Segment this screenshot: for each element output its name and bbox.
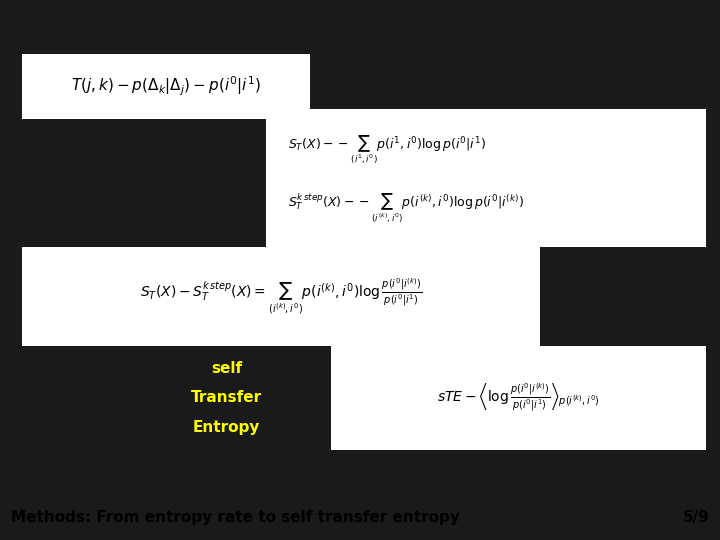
Text: 5/9: 5/9 [683, 510, 709, 524]
Text: self: self [211, 361, 243, 376]
Text: $sTE - \left\langle \log\frac{p(i^0|i^{(k)})}{p(i^0|i^1)} \right\rangle_{p(i^{(k: $sTE - \left\langle \log\frac{p(i^0|i^{(… [437, 382, 600, 414]
Text: $T(j,k) - p(\Delta_k|\Delta_j) - p(i^0|i^1)$: $T(j,k) - p(\Delta_k|\Delta_j) - p(i^0|i… [71, 75, 261, 98]
Bar [266, 109, 706, 247]
Bar [22, 247, 540, 346]
Text: $S_T(X) - - \sum_{(i^1,i^0)} p(i^1,i^0)\log p(i^0|i^1)$: $S_T(X) - - \sum_{(i^1,i^0)} p(i^1,i^0)\… [288, 134, 486, 166]
Text: Methods: From entropy rate to self transfer entropy: Methods: From entropy rate to self trans… [11, 510, 459, 524]
Text: $S_T^{k\,step}(X) - - \sum_{(i^{(k)},i^0)} p(i^{(k)},i^0)\log p(i^0|i^{(k)})$: $S_T^{k\,step}(X) - - \sum_{(i^{(k)},i^0… [288, 192, 524, 225]
Text: Transfer: Transfer [192, 390, 262, 405]
Text: $S_T(X) - S_T^{k\,step}(X) = \sum_{(i^{(k)},i^0)} p(i^{(k)},i^0)\log\frac{p(i^0|: $S_T(X) - S_T^{k\,step}(X) = \sum_{(i^{(… [140, 276, 422, 316]
Bar [331, 346, 706, 450]
Text: Entropy: Entropy [193, 420, 261, 435]
Bar [22, 55, 310, 119]
